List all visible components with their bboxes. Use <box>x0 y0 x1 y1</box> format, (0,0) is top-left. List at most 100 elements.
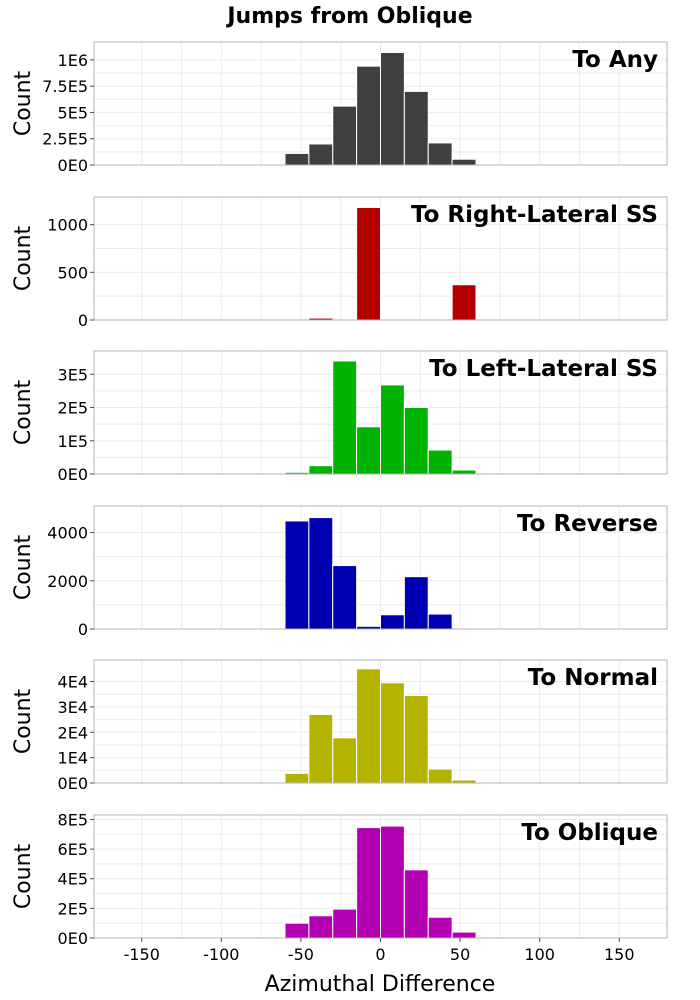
y-tick-label: 2E4 <box>58 723 88 742</box>
bar <box>427 613 453 630</box>
bar <box>403 695 429 784</box>
panel-0: 0E0 2.5E5 5E5 7.5E5 1E6 Count To Any <box>11 41 668 175</box>
y-tick-label: 1E6 <box>58 51 88 70</box>
bar <box>403 407 429 475</box>
panel-3: 0 2000 4000 Count To Reverse <box>11 505 668 639</box>
bar <box>380 682 405 784</box>
y-tick-label: 0 <box>78 311 88 330</box>
bar <box>403 576 429 630</box>
bar <box>451 469 477 475</box>
chart-title: Jumps from Oblique <box>225 4 472 29</box>
bar <box>284 520 310 630</box>
y-tick-label: 0E0 <box>58 156 88 175</box>
y-tick-label: 0E0 <box>58 774 88 793</box>
y-tick-label: 5E5 <box>58 103 88 122</box>
y-tick-label: 0 <box>78 620 88 639</box>
y-tick-label: 0E0 <box>58 929 88 948</box>
bar <box>403 869 429 939</box>
x-tick-label: 50 <box>450 945 470 964</box>
bar <box>332 565 358 630</box>
panel-frame <box>93 350 668 475</box>
y-axis-label: Count <box>11 70 36 136</box>
y-tick-label: 4E5 <box>58 870 88 889</box>
y-tick-label: 8E5 <box>58 810 88 829</box>
bar <box>356 426 381 475</box>
panel-5: 0E0 2E5 4E5 6E5 8E5 Count To Oblique <box>11 810 668 948</box>
bar <box>332 908 358 939</box>
bars <box>284 668 477 784</box>
bar <box>332 360 358 475</box>
bar <box>356 65 381 166</box>
panel-label: To Left-Lateral SS <box>429 356 658 382</box>
panel-1: 0 500 1000 Count To Right-Lateral SS <box>11 196 668 330</box>
panels: 0E0 2.5E5 5E5 7.5E5 1E6 Count To Any 0 500 1000 Co… <box>11 41 668 948</box>
panel-label: To Oblique <box>521 820 658 846</box>
bar <box>427 768 453 784</box>
panel-frame <box>93 659 668 784</box>
bar <box>284 922 310 939</box>
bar <box>308 465 334 475</box>
bar <box>451 158 477 166</box>
y-tick-label: 7.5E5 <box>42 77 88 96</box>
bars <box>284 517 453 630</box>
bar <box>284 152 310 166</box>
bar <box>451 284 477 321</box>
x-axis: -150 -100 -50 0 50 100 150 <box>124 938 635 964</box>
x-tick-label: 150 <box>604 945 635 964</box>
y-tick-label: 3E4 <box>58 698 88 717</box>
panel-2: 0E0 1E5 2E5 3E5 Count To Left-Lateral SS <box>11 350 668 484</box>
bar <box>451 931 477 939</box>
bars <box>284 52 477 166</box>
bar <box>403 90 429 166</box>
bar <box>308 714 334 784</box>
bar <box>427 916 453 939</box>
x-axis-label: Azimuthal Difference <box>265 972 496 997</box>
x-tick-label: 100 <box>524 945 555 964</box>
y-tick-label: 1E4 <box>58 749 88 768</box>
bars <box>284 360 477 475</box>
bar <box>284 772 310 784</box>
panel-frame <box>93 196 668 321</box>
panel-label: To Normal <box>528 665 658 691</box>
panel-label: To Reverse <box>517 511 658 537</box>
bar <box>380 384 405 475</box>
y-tick-label: 1E5 <box>58 432 88 451</box>
bar <box>356 668 381 784</box>
bar <box>380 825 405 939</box>
bars <box>284 825 477 939</box>
x-tick-label: 0 <box>375 945 385 964</box>
y-tick-label: 2.5E5 <box>42 130 88 149</box>
x-tick-label: -100 <box>203 945 239 964</box>
bar <box>380 614 405 630</box>
y-tick-label: 2E5 <box>58 399 88 418</box>
y-tick-label: 2E5 <box>58 899 88 918</box>
bar <box>380 52 405 166</box>
bars <box>308 206 477 321</box>
y-axis-label: Count <box>11 225 36 291</box>
bar <box>427 449 453 475</box>
y-tick-label: 3E5 <box>58 365 88 384</box>
bar <box>308 517 334 630</box>
panel-frame <box>93 41 668 166</box>
bar <box>356 206 381 321</box>
y-axis-label: Count <box>11 379 36 445</box>
y-tick-label: 500 <box>57 263 88 282</box>
panel-label: To Right-Lateral SS <box>411 202 658 228</box>
y-tick-label: 1000 <box>47 216 88 235</box>
y-tick-label: 4E4 <box>58 673 88 692</box>
bar <box>427 142 453 166</box>
y-tick-label: 0E0 <box>58 465 88 484</box>
y-axis-label: Count <box>11 688 36 754</box>
bar <box>308 915 334 939</box>
y-tick-label: 4000 <box>47 524 88 543</box>
bar <box>332 737 358 784</box>
y-axis-label: Count <box>11 843 36 909</box>
y-tick-label: 2000 <box>47 572 88 591</box>
bar <box>332 105 358 166</box>
x-tick-label: -50 <box>288 945 314 964</box>
bar <box>356 827 381 939</box>
x-tick-label: -150 <box>124 945 160 964</box>
panel-label: To Any <box>572 47 658 73</box>
y-tick-label: 6E5 <box>58 840 88 859</box>
